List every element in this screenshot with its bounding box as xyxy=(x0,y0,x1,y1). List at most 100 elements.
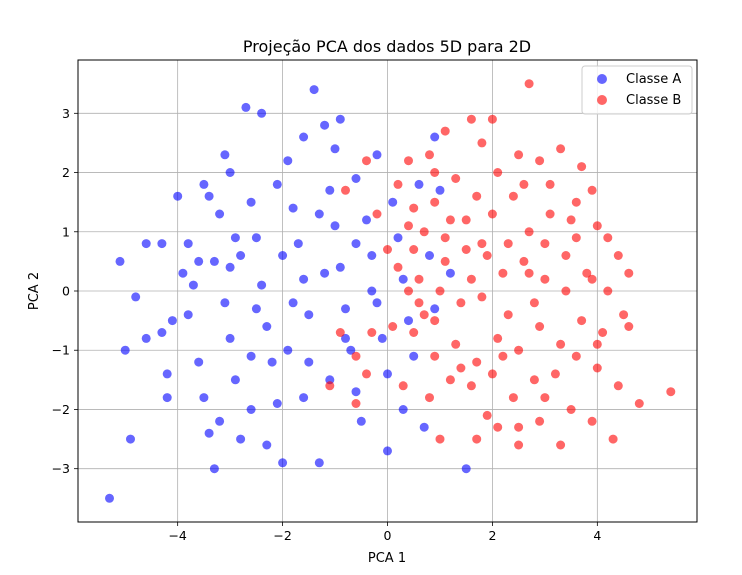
data-point xyxy=(204,428,214,438)
data-point xyxy=(425,251,434,260)
data-point xyxy=(320,268,330,278)
data-point xyxy=(141,239,151,249)
data-point xyxy=(299,274,309,284)
data-point xyxy=(524,79,534,89)
data-point xyxy=(430,168,440,177)
data-point xyxy=(398,405,408,414)
y-axis-label: PCA 2 xyxy=(27,272,42,310)
data-point xyxy=(272,399,282,408)
data-point xyxy=(540,239,550,249)
data-point xyxy=(571,233,581,243)
data-point xyxy=(199,393,209,403)
data-point xyxy=(230,375,240,385)
data-point xyxy=(304,357,314,367)
data-point xyxy=(188,280,198,290)
data-point xyxy=(425,150,434,160)
data-point xyxy=(257,108,267,118)
data-point xyxy=(246,351,256,361)
data-point xyxy=(162,393,172,403)
data-point xyxy=(493,168,503,177)
data-point xyxy=(425,393,434,403)
data-point xyxy=(351,351,361,361)
data-point xyxy=(587,416,597,426)
data-point xyxy=(404,221,413,231)
data-point xyxy=(209,464,219,474)
data-point xyxy=(608,434,618,444)
data-point xyxy=(435,434,445,444)
data-point xyxy=(204,191,214,201)
data-point xyxy=(209,256,219,266)
data-point xyxy=(477,292,487,302)
data-point xyxy=(388,322,398,331)
series-classe-a xyxy=(105,85,471,503)
data-point xyxy=(535,416,545,426)
data-point xyxy=(272,179,282,189)
data-point xyxy=(556,440,566,450)
data-point xyxy=(524,227,534,237)
data-point xyxy=(540,274,550,284)
data-point xyxy=(619,310,629,320)
y-tick-label: 1 xyxy=(62,224,70,239)
data-point xyxy=(487,369,497,379)
data-point xyxy=(556,339,566,349)
legend-marker-classe-a xyxy=(597,74,607,84)
data-point xyxy=(335,328,345,337)
data-point xyxy=(556,144,566,154)
data-point xyxy=(320,120,330,130)
data-point xyxy=(540,393,550,403)
data-point xyxy=(498,351,508,361)
data-point xyxy=(283,345,293,355)
data-point xyxy=(487,114,497,124)
data-point xyxy=(383,369,392,379)
y-tick-label: −1 xyxy=(52,343,70,358)
data-point xyxy=(613,381,623,391)
data-point xyxy=(377,333,387,343)
data-point xyxy=(414,298,424,308)
data-point xyxy=(545,209,555,219)
data-point xyxy=(613,251,623,260)
data-point xyxy=(430,304,440,314)
data-point xyxy=(314,458,324,468)
data-point xyxy=(524,268,534,278)
data-point xyxy=(508,191,518,201)
data-point xyxy=(383,446,392,456)
x-tick-label: 4 xyxy=(593,528,601,543)
data-point xyxy=(341,333,350,343)
data-point xyxy=(341,304,350,314)
series-classe-b xyxy=(325,79,676,450)
data-point xyxy=(535,156,545,166)
data-point xyxy=(472,191,482,201)
data-point xyxy=(131,292,141,302)
data-point xyxy=(309,85,319,95)
data-point xyxy=(220,150,230,160)
data-point xyxy=(325,185,335,195)
data-point xyxy=(183,239,193,249)
data-point xyxy=(199,179,209,189)
data-point xyxy=(566,405,576,414)
data-point xyxy=(351,239,361,249)
data-point xyxy=(466,274,476,284)
data-point xyxy=(419,422,429,432)
data-point xyxy=(561,251,571,260)
data-point xyxy=(141,333,151,343)
data-point xyxy=(409,245,419,254)
data-point xyxy=(393,262,403,272)
y-tick-label: −2 xyxy=(52,402,70,417)
data-point xyxy=(493,422,503,432)
data-point xyxy=(225,262,235,272)
data-point xyxy=(456,363,466,373)
data-point xyxy=(414,274,424,284)
x-tick-label: 2 xyxy=(488,528,496,543)
data-point xyxy=(472,434,482,444)
data-point xyxy=(404,286,413,296)
data-point xyxy=(514,440,524,450)
data-point xyxy=(257,280,267,290)
data-point xyxy=(346,345,356,355)
data-point xyxy=(293,239,303,249)
data-point xyxy=(571,351,581,361)
axis-ticks: −4 −2 0 2 4 −3 −2 −1 0 1 2 3 xyxy=(52,106,602,543)
data-point xyxy=(566,215,576,225)
data-point xyxy=(351,174,361,183)
data-point xyxy=(409,328,419,337)
data-point xyxy=(666,387,676,397)
